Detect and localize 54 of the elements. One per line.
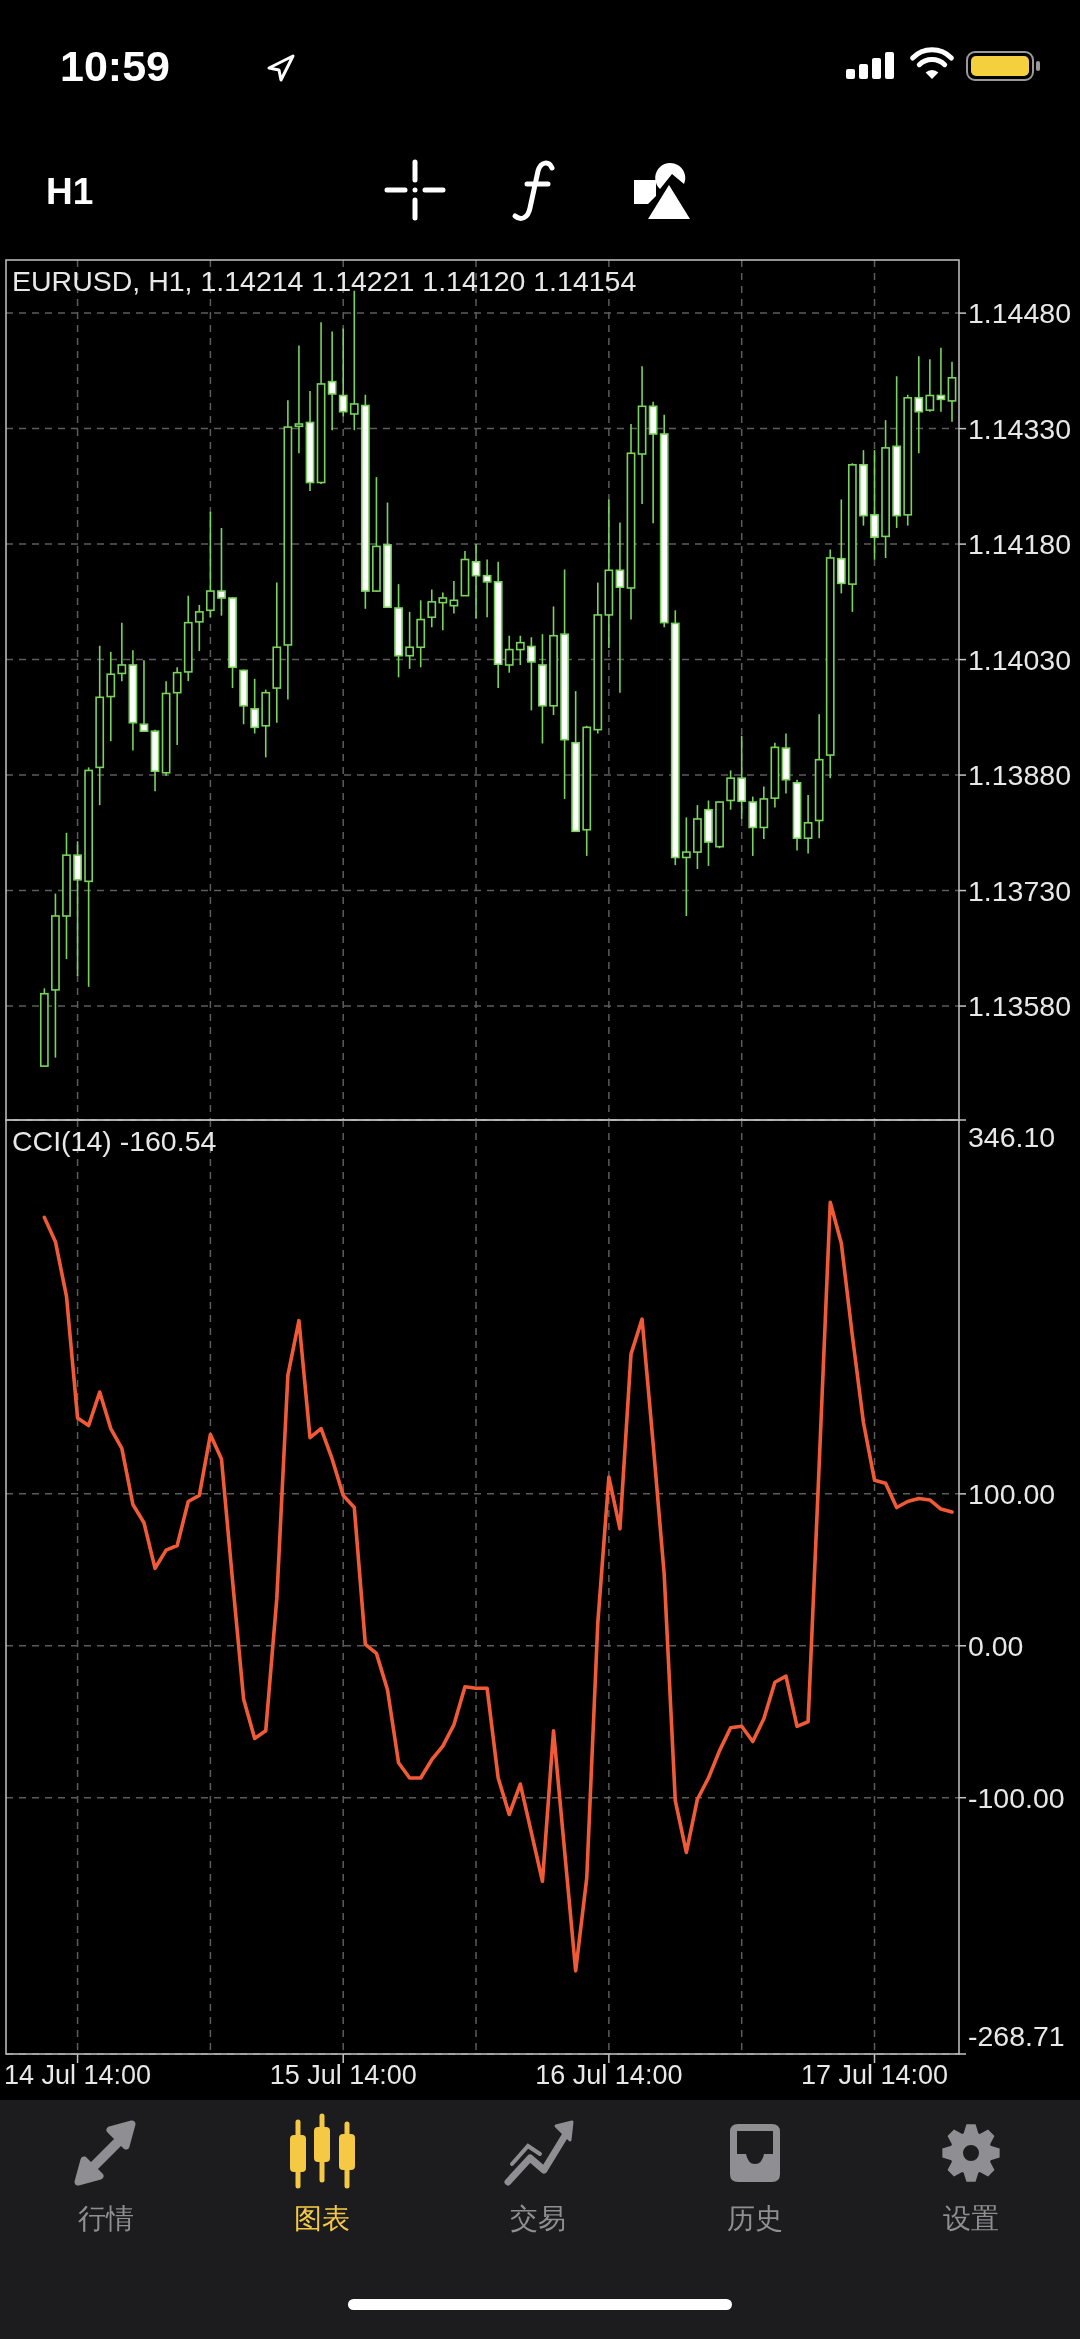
y-tick-label: 1.14030	[968, 643, 1072, 676]
y-tick-label: -100.00	[968, 1781, 1065, 1814]
y-tick-label: 1.14480	[968, 297, 1072, 330]
chart-title: EURUSD, H1, 1.14214 1.14221 1.14120 1.14154	[12, 265, 637, 297]
candlestick	[737, 735, 747, 820]
candlestick	[803, 794, 813, 855]
candlestick	[250, 678, 260, 735]
chart-title: CCI(14) -160.54	[12, 1125, 217, 1157]
text: 设置	[943, 2203, 999, 2234]
x-tick-label: 17 Jul 14:00	[800, 2060, 949, 2090]
candlestick	[482, 558, 492, 619]
candlestick	[615, 521, 625, 694]
candlestick	[139, 659, 149, 732]
candlestick	[427, 588, 437, 629]
y-tick-label: 1.14180	[968, 528, 1072, 561]
candlestick	[194, 604, 204, 652]
candlestick	[106, 651, 116, 742]
candlestick	[870, 449, 879, 561]
candlestick	[471, 543, 481, 620]
candlestick	[925, 358, 935, 413]
text: 图表	[294, 2203, 350, 2234]
y-tick-label: 1.13580	[968, 990, 1072, 1023]
candlestick	[515, 634, 525, 666]
text: H1	[46, 171, 94, 212]
y-tick-label: 0.00	[968, 1629, 1024, 1662]
text: 交易	[510, 2203, 566, 2234]
candlestick	[726, 769, 736, 811]
candlestick	[405, 611, 415, 670]
candlestick	[294, 344, 304, 455]
x-tick-label: 14 Jul 14:00	[4, 2060, 152, 2090]
y-tick-label: 1.14330	[968, 412, 1072, 445]
candlestick	[327, 330, 337, 431]
candlestick	[205, 510, 215, 619]
candlestick	[172, 666, 182, 746]
candlestick	[681, 816, 691, 917]
text: 行情	[78, 2203, 134, 2234]
y-tick-label: 100.00	[968, 1477, 1056, 1510]
text: 历史	[727, 2203, 783, 2234]
candlestick	[526, 636, 536, 712]
candlestick	[504, 634, 514, 674]
candlestick	[217, 527, 226, 617]
y-tick-label: 1.13730	[968, 874, 1072, 907]
y-tick-label: 346.10	[968, 1121, 1056, 1153]
text: 10:59	[60, 42, 170, 90]
candlestick	[947, 360, 957, 423]
y-tick-label: 1.13880	[968, 759, 1072, 792]
candlestick	[117, 621, 127, 682]
candlestick	[338, 327, 348, 418]
x-tick-label: 16 Jul 14:00	[535, 2060, 683, 2090]
y-tick-label: -268.71	[968, 2020, 1065, 2052]
candlestick	[438, 591, 448, 632]
candlestick	[914, 355, 924, 455]
candlestick	[349, 290, 359, 431]
x-tick-label: 15 Jul 14:00	[269, 2060, 417, 2090]
